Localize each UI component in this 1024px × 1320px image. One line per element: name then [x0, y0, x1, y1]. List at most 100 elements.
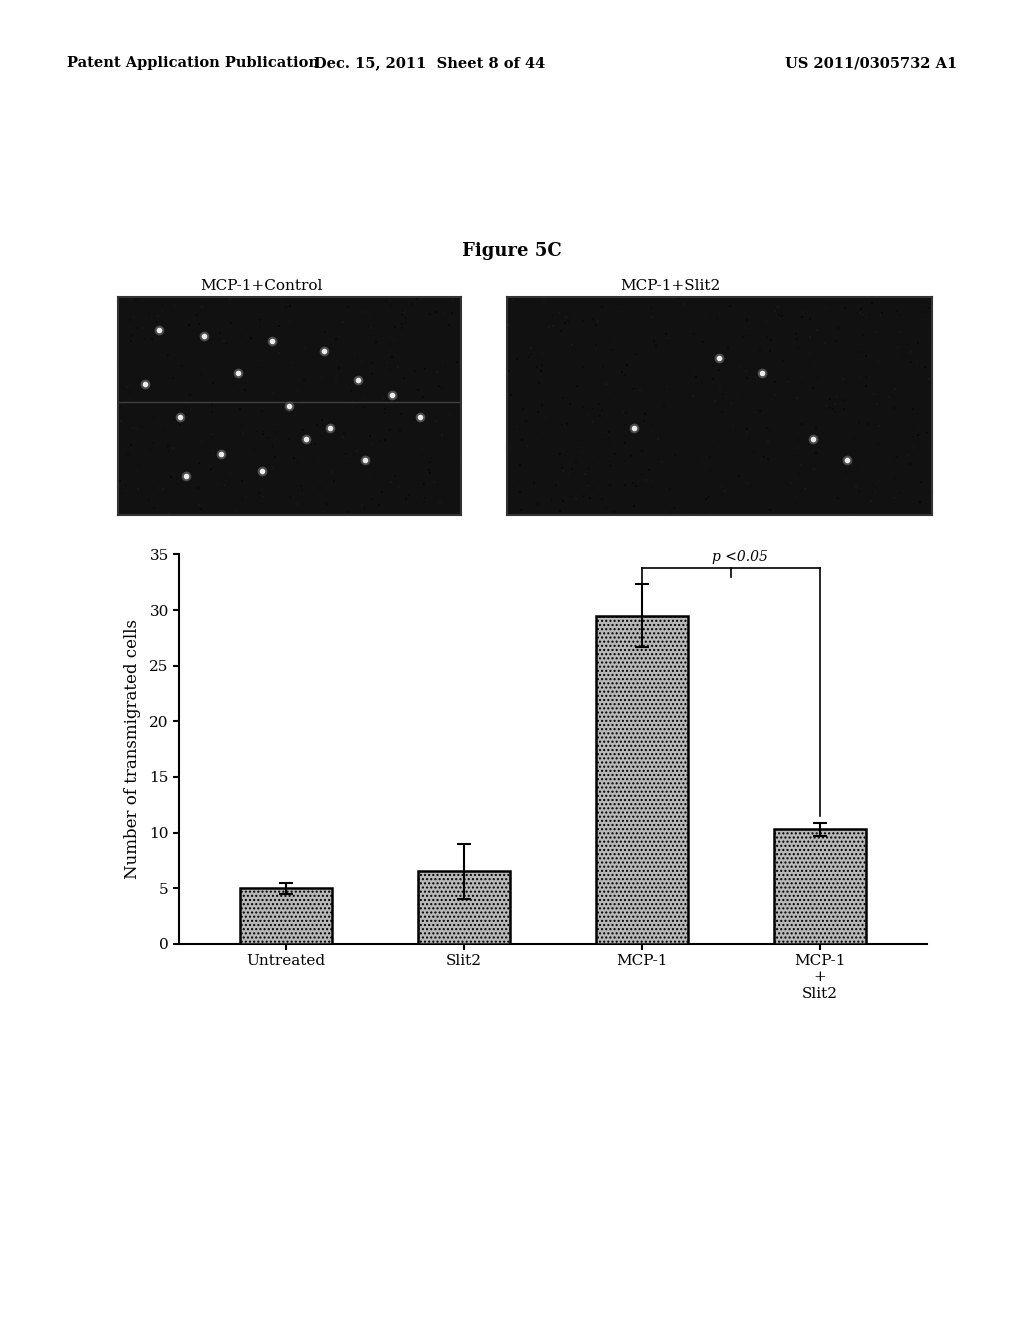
Point	[564, 334, 581, 355]
Point	[589, 438, 605, 459]
Point	[731, 466, 748, 487]
Point	[783, 491, 800, 512]
Point	[233, 491, 250, 512]
Point	[827, 401, 844, 422]
Point	[255, 486, 271, 507]
Point	[558, 440, 574, 461]
Point	[569, 375, 586, 396]
Point	[763, 411, 779, 432]
Point	[141, 304, 158, 325]
Point	[635, 301, 651, 322]
Point	[379, 352, 395, 374]
Point	[416, 473, 432, 494]
Point	[128, 418, 144, 440]
Point	[749, 414, 765, 436]
Y-axis label: Number of transmigrated cells: Number of transmigrated cells	[124, 619, 141, 879]
Point	[134, 317, 151, 338]
Point	[435, 304, 452, 325]
Point	[687, 367, 703, 388]
Point	[435, 342, 452, 363]
Point	[886, 450, 902, 471]
Point	[752, 401, 768, 422]
Point	[295, 420, 311, 441]
Point	[121, 387, 137, 408]
Point	[204, 424, 220, 445]
Point	[683, 374, 699, 395]
Point	[329, 368, 345, 389]
Point	[666, 498, 682, 519]
Point	[509, 379, 525, 400]
Point	[289, 313, 305, 334]
Point	[256, 308, 272, 329]
Point	[594, 296, 610, 317]
Point	[155, 479, 171, 500]
Point	[783, 372, 800, 393]
Point	[717, 480, 733, 502]
Point	[410, 479, 426, 500]
Point	[227, 499, 244, 520]
Point	[123, 330, 139, 351]
Point	[824, 399, 841, 420]
Point	[626, 495, 642, 516]
Point	[794, 306, 810, 327]
Point	[722, 296, 738, 317]
Point	[271, 418, 288, 440]
Point	[577, 463, 593, 484]
Point	[445, 290, 462, 312]
Point	[233, 487, 250, 508]
Point	[791, 338, 807, 359]
Text: p <0.05: p <0.05	[712, 550, 768, 565]
Point	[393, 404, 410, 425]
Point	[888, 490, 904, 511]
Point	[849, 457, 865, 478]
Point	[417, 407, 433, 428]
Point	[440, 314, 457, 335]
Point	[828, 330, 845, 351]
Point	[160, 345, 176, 366]
Point	[526, 457, 543, 478]
Point	[541, 471, 557, 492]
Point	[763, 329, 779, 350]
Point	[822, 388, 839, 409]
Point	[715, 383, 731, 404]
Point	[428, 301, 444, 322]
Point	[230, 381, 247, 403]
Point	[355, 388, 372, 409]
Point	[188, 315, 205, 337]
Point	[835, 338, 851, 359]
Point	[618, 458, 635, 479]
Point	[685, 502, 701, 523]
Point	[136, 329, 153, 350]
Point	[411, 380, 427, 401]
Point	[791, 463, 807, 484]
Point	[716, 494, 732, 515]
Point	[868, 322, 885, 343]
Point	[523, 343, 540, 364]
Point	[417, 487, 433, 508]
Point	[539, 355, 555, 376]
Point	[852, 367, 868, 388]
Point	[356, 319, 373, 341]
Point	[584, 293, 600, 314]
Point	[256, 420, 272, 441]
Bar	[240, 888, 332, 944]
Point	[848, 477, 864, 498]
Point	[577, 329, 593, 350]
Point	[575, 329, 592, 350]
Point	[336, 430, 352, 451]
Point	[434, 392, 451, 413]
Point	[756, 446, 772, 467]
Point	[624, 407, 640, 428]
Point	[444, 302, 461, 323]
Point	[709, 308, 725, 329]
Point	[508, 387, 524, 408]
Point	[238, 372, 254, 393]
Point	[281, 428, 297, 449]
Point	[637, 404, 653, 425]
Point	[395, 470, 412, 491]
Point	[397, 308, 414, 329]
Point	[265, 457, 282, 478]
Point	[151, 478, 167, 499]
Point	[161, 500, 177, 521]
Point	[503, 384, 519, 405]
